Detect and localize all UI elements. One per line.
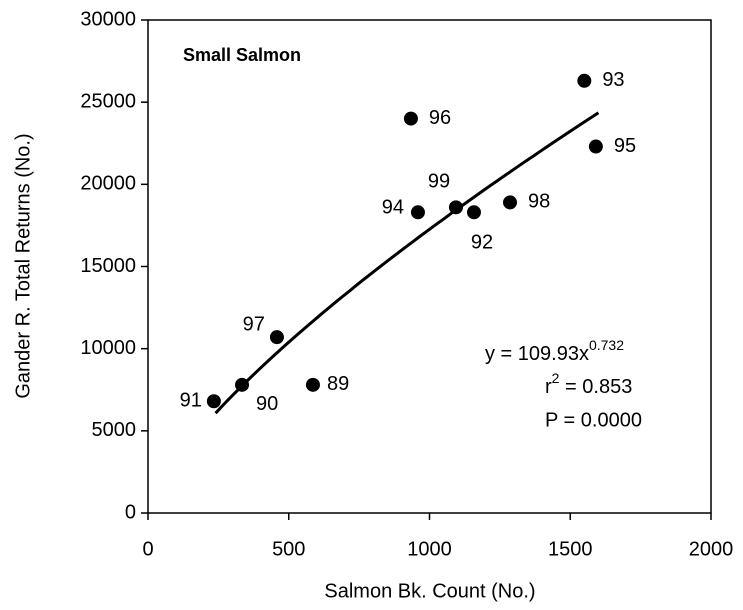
y-tick-label: 15000 [80,255,136,277]
fit-exponent: 0.732 [589,337,624,353]
x-tick-label: 500 [272,538,305,560]
point [403,111,418,126]
point [577,73,592,88]
x-tick-label: 2000 [689,538,734,560]
point [503,195,518,210]
x-tick-label: 1000 [407,538,452,560]
point-label: 96 [429,107,451,129]
point-label: 93 [602,69,624,91]
y-tick-label: 5000 [92,419,137,441]
y-tick-label: 25000 [80,90,136,112]
point [206,394,221,409]
r-value: = 0.853 [559,376,632,398]
point [269,330,284,345]
y-tick-label: 0 [125,501,136,523]
point-label: 89 [327,373,349,395]
y-tick-label: 30000 [80,8,136,30]
x-tick-label: 0 [142,538,153,560]
point-label: 91 [180,390,202,412]
plot-frame [147,19,712,514]
point-label: 95 [614,135,636,157]
y-tick-label: 10000 [80,337,136,359]
point-label: 97 [243,313,265,335]
point-label: 98 [528,191,550,213]
x-tick-label: 1500 [548,538,593,560]
r-symbol: r [545,376,552,398]
chart-title: Small Salmon [183,45,301,65]
point [410,205,425,220]
fit-r2: r2 = 0.853 [545,370,632,399]
point-label: 92 [471,232,493,254]
fit-equation-text: y = 109.93x [485,343,589,365]
point [448,200,463,215]
fit-p-value: P = 0.0000 [545,409,642,431]
fit-curve [214,111,600,415]
y-tick-label: 20000 [80,173,136,195]
point-label: 99 [428,171,450,193]
point [588,139,603,154]
point-label: 90 [256,393,278,415]
fit-equation: y = 109.93x0.732 [485,337,624,366]
r-power: 2 [552,370,560,386]
point [305,377,320,392]
x-axis-title: Salmon Bk. Count (No.) [324,580,535,602]
y-axis-title: Gander R. Total Returns (No.) [12,133,34,398]
point [235,377,250,392]
point-label: 94 [382,197,404,219]
point [466,205,481,220]
